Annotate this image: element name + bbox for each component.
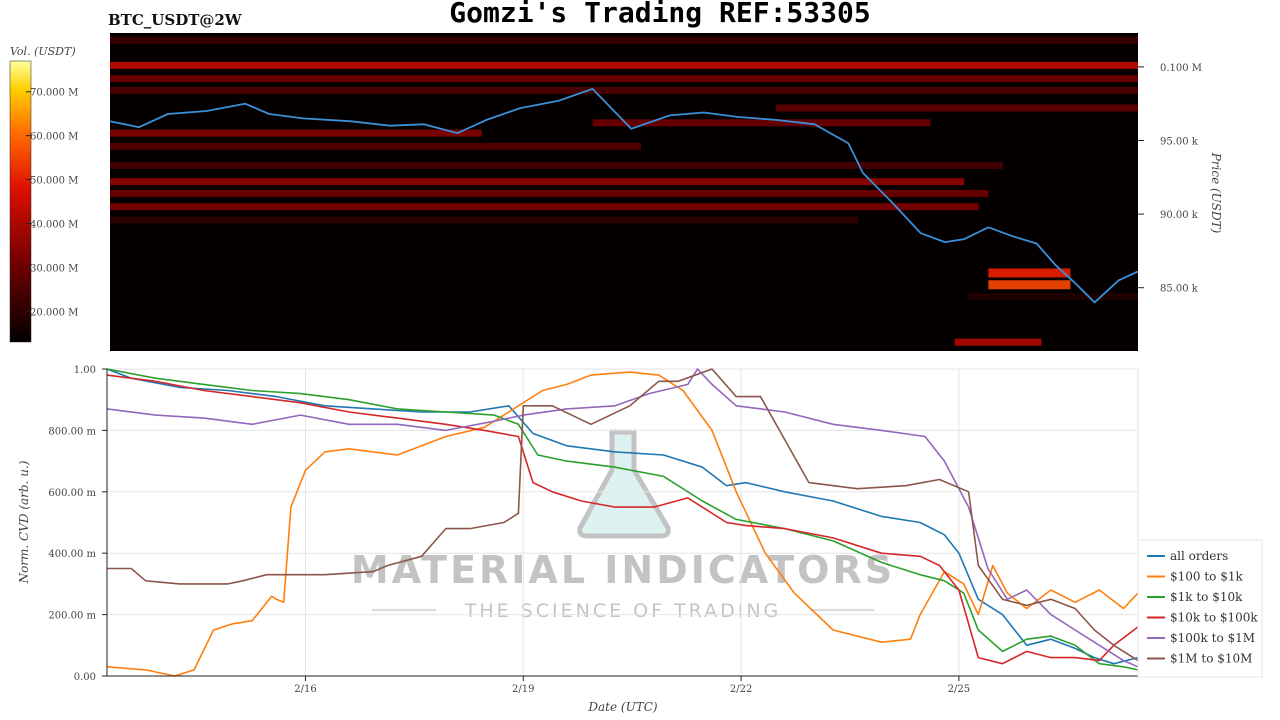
colorbar-tick-label: 70.000 M: [30, 88, 78, 99]
cvd-series-line: [106, 368, 1139, 668]
legend-box: [1137, 539, 1263, 678]
heatmap-y-ticks: 0.100 M 95.00 k 90.00 k 85.00 k: [1138, 63, 1202, 295]
heatmap-band: [110, 86, 1138, 94]
legend-label: $100 to $1k: [1170, 570, 1243, 584]
legend-label: all orders: [1170, 549, 1228, 563]
heatmap-band: [110, 142, 641, 150]
heatmap-tick-label: 85.00 k: [1160, 284, 1199, 295]
cvd-series-line: [106, 371, 1139, 677]
watermark: MATERIAL INDICATORS THE SCIENCE OF TRADI…: [351, 429, 895, 622]
heatmap-band: [110, 178, 965, 186]
cvd-y-tick-label: 1.00: [74, 365, 96, 376]
symbol-label: BTC_USDT@2W: [108, 11, 242, 29]
heatmap-band: [988, 268, 1071, 278]
cvd-y-ticks: 0.00 200.00 m 400.00 m 600.00 m 800.00 m 1.00: [48, 365, 107, 683]
watermark-line1: MATERIAL INDICATORS: [351, 548, 895, 592]
heatmap-tick-label: 95.00 k: [1160, 136, 1199, 147]
cvd-lines: [106, 368, 1139, 677]
heatmap-band: [110, 216, 859, 224]
heatmap-bands: [110, 36, 1138, 346]
price-line-layer: [109, 88, 1139, 304]
flask-icon: [577, 429, 671, 539]
heatmap-band: [776, 104, 1138, 112]
legend-label: $100k to $1M: [1170, 631, 1255, 645]
heatmap-band: [592, 119, 931, 127]
heatmap-band: [969, 293, 1138, 301]
cvd-y-tick-label: 0.00: [74, 672, 96, 683]
heatmap-band: [110, 203, 979, 211]
heatmap-tick-label: 0.100 M: [1160, 63, 1202, 74]
heatmap-band: [954, 338, 1042, 346]
heatmap-band: [110, 162, 1003, 169]
heatmap-y-axis-label: Price (USDT): [1209, 152, 1223, 234]
cvd-y-tick-label: 600.00 m: [48, 488, 96, 499]
cvd-x-tick-label: 2/25: [948, 684, 970, 695]
cvd-x-axis-label: Date (UTC): [587, 700, 657, 714]
legend: all orders $100 to $1k $1k to $10k $10k to …: [1147, 549, 1258, 666]
heatmap-band: [110, 61, 1138, 69]
cvd-y-tick-label: 800.00 m: [48, 426, 96, 437]
heatmap-band: [988, 280, 1071, 290]
legend-label: $1M to $10M: [1170, 652, 1252, 666]
watermark-line2: THE SCIENCE OF TRADING: [464, 600, 782, 622]
colorbar-ticks: 70.000 M 60.000 M 50.000 M 40.000 M 30.000 M…: [26, 88, 78, 318]
colorbar: [9, 60, 32, 343]
colorbar-tick-label: 20.000 M: [30, 307, 78, 318]
legend-label: $1k to $10k: [1170, 590, 1243, 604]
legend-label: $10k to $100k: [1170, 611, 1258, 625]
cvd-x-ticks: 2/16 2/19 2/22 2/25: [294, 676, 970, 695]
heatmap-band: [110, 75, 1138, 83]
colorbar-tick-label: 40.000 M: [30, 219, 78, 230]
cvd-y-tick-label: 200.00 m: [48, 611, 96, 622]
cvd-y-axis-label: Norm. CVD (arb. u.): [17, 460, 31, 584]
heatmap-band: [110, 189, 989, 197]
heatmap-band: [110, 129, 482, 137]
cvd-series-line: [106, 368, 1139, 671]
cvd-series-line: [106, 374, 1139, 665]
cvd-x-tick-label: 2/16: [294, 684, 316, 695]
cvd-x-tick-label: 2/19: [512, 684, 534, 695]
colorbar-tick-label: 50.000 M: [30, 176, 78, 187]
cvd-y-tick-label: 400.00 m: [48, 549, 96, 560]
colorbar-tick-label: 30.000 M: [30, 263, 78, 274]
heatmap-band: [110, 36, 1138, 44]
cvd-series-line: [107, 368, 1139, 662]
heatmap-tick-label: 90.00 k: [1160, 210, 1199, 221]
colorbar-tick-label: 60.000 M: [30, 132, 78, 143]
colorbar-label: Vol. (USDT): [10, 45, 76, 58]
page-title: Gomzi's Trading REF:53305: [449, 0, 871, 29]
cvd-x-tick-label: 2/22: [730, 684, 752, 695]
cvd-series-line: [106, 368, 1139, 665]
price-line: [109, 88, 1139, 304]
